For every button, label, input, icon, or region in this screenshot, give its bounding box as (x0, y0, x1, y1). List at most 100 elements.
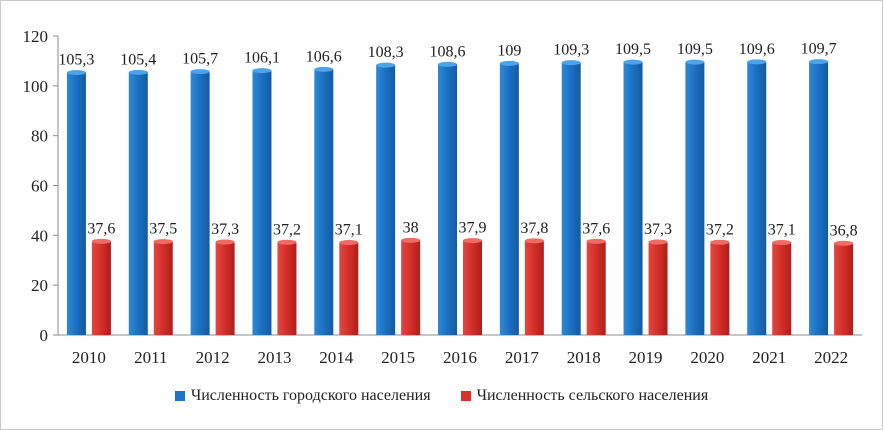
data-label-urban: 109,5 (615, 41, 651, 58)
bar-cap-rural (524, 238, 544, 244)
bar-urban (376, 65, 396, 335)
x-tick-label: 2013 (257, 348, 291, 367)
data-label-rural: 37,5 (149, 221, 177, 238)
x-tick-label: 2011 (134, 348, 167, 367)
x-tick-label: 2015 (381, 348, 415, 367)
bar-rural (401, 240, 421, 335)
data-label-rural: 37,3 (644, 221, 672, 238)
x-tick-label: 2012 (196, 348, 230, 367)
bar-chart: 0 20 40 60 80 100 120 2010 2011 2012 2013 2014 2015 2… (23, 27, 862, 367)
bar-urban (438, 64, 457, 335)
bar-cap-urban (561, 60, 581, 66)
data-label-rural: 37,6 (582, 220, 610, 237)
bar-cap-urban (623, 59, 643, 65)
bar-urban (190, 71, 210, 336)
bar-cap-rural (772, 240, 792, 246)
data-label-rural: 37,8 (520, 220, 548, 237)
bar-urban (561, 62, 581, 336)
x-tick-label: 2016 (443, 348, 477, 367)
bar-rural (153, 241, 173, 335)
data-label-urban: 106,1 (244, 50, 280, 67)
x-tick-label: 2020 (690, 348, 724, 367)
data-label-urban: 109,7 (801, 41, 837, 58)
bar-cap-rural (648, 239, 668, 245)
bar-rural (215, 242, 235, 335)
bar-cap-urban (809, 59, 829, 65)
bar-rural (772, 242, 792, 335)
bar-urban (685, 62, 705, 335)
data-label-rural: 37,3 (211, 221, 239, 238)
bar-rural (339, 242, 359, 335)
bar-urban (252, 70, 272, 336)
data-label-rural: 37,2 (273, 221, 301, 238)
bar-rural (463, 240, 482, 335)
x-tick-label: 2019 (629, 348, 663, 367)
bar-cap-rural (586, 238, 606, 244)
bar-cap-rural (215, 239, 235, 245)
legend-item-rural: Численность сельского населения (460, 387, 709, 405)
bar-urban (747, 61, 767, 336)
bar-cap-urban (499, 60, 519, 66)
bar-cap-urban (190, 69, 210, 75)
bar-urban (66, 72, 86, 335)
bar-cap-urban (376, 62, 396, 68)
bar-urban (314, 69, 334, 335)
data-label-urban: 109,3 (553, 42, 589, 59)
bar-rural (834, 243, 854, 335)
data-label-urban: 105,7 (182, 51, 218, 68)
bar-urban (623, 62, 643, 335)
data-label-rural: 37,9 (459, 220, 487, 237)
data-label-rural: 37,1 (768, 222, 796, 239)
y-tick-label: 0 (40, 326, 49, 345)
y-tick-label: 120 (23, 27, 49, 46)
data-label-rural: 36,8 (830, 222, 858, 239)
bar-cap-urban (128, 69, 148, 75)
y-tick-label: 20 (31, 276, 48, 295)
bar-cap-rural (834, 240, 854, 246)
bar-urban (809, 61, 829, 336)
bar-rural (277, 242, 297, 335)
bar-rural (586, 241, 606, 335)
x-tick-label: 2022 (814, 348, 848, 367)
bar-cap-urban (685, 59, 705, 65)
data-label-rural: 37,1 (335, 222, 363, 239)
bar-cap-rural (91, 238, 111, 244)
bar-cap-urban (747, 59, 767, 65)
bar-rural (648, 242, 668, 335)
data-label-urban: 109 (497, 42, 521, 59)
data-label-urban: 108,6 (430, 43, 466, 60)
x-tick-label: 2017 (505, 348, 540, 367)
bar-cap-urban (252, 68, 272, 74)
bar-cap-rural (401, 237, 421, 243)
bar-rural (91, 241, 111, 335)
data-label-urban: 105,4 (120, 51, 156, 68)
legend-swatch-urban (174, 391, 185, 401)
data-label-urban: 109,6 (739, 41, 775, 58)
data-label-rural: 38 (403, 219, 419, 236)
bar-cap-urban (66, 70, 86, 76)
x-tick-label: 2010 (72, 348, 106, 367)
bar-cap-urban (438, 61, 457, 67)
legend-label-urban: Численность городского населения (190, 387, 431, 404)
legend-label-rural: Численность сельского населения (476, 387, 709, 404)
bar-cap-rural (153, 239, 173, 245)
x-tick-label: 2014 (319, 348, 354, 367)
bar-cap-rural (463, 238, 482, 244)
x-tick-label: 2021 (752, 348, 786, 367)
legend-item-urban: Численность городского населения (174, 387, 431, 405)
bar-cap-urban (314, 66, 334, 72)
data-label-urban: 108,3 (368, 44, 404, 61)
y-tick-label: 80 (31, 127, 48, 146)
legend: Численность городского населения Численн… (0, 384, 883, 408)
bar-urban (499, 63, 519, 336)
data-label-urban: 105,3 (58, 52, 94, 69)
bar-rural (524, 240, 544, 335)
y-tick-label: 40 (31, 226, 48, 245)
legend-swatch-rural (460, 391, 471, 401)
data-label-urban: 109,5 (677, 41, 713, 58)
bar-cap-rural (710, 239, 730, 245)
x-tick-label: 2018 (567, 348, 601, 367)
bar-urban (128, 72, 148, 336)
data-label-rural: 37,6 (87, 220, 115, 237)
data-label-urban: 106,6 (306, 48, 342, 65)
